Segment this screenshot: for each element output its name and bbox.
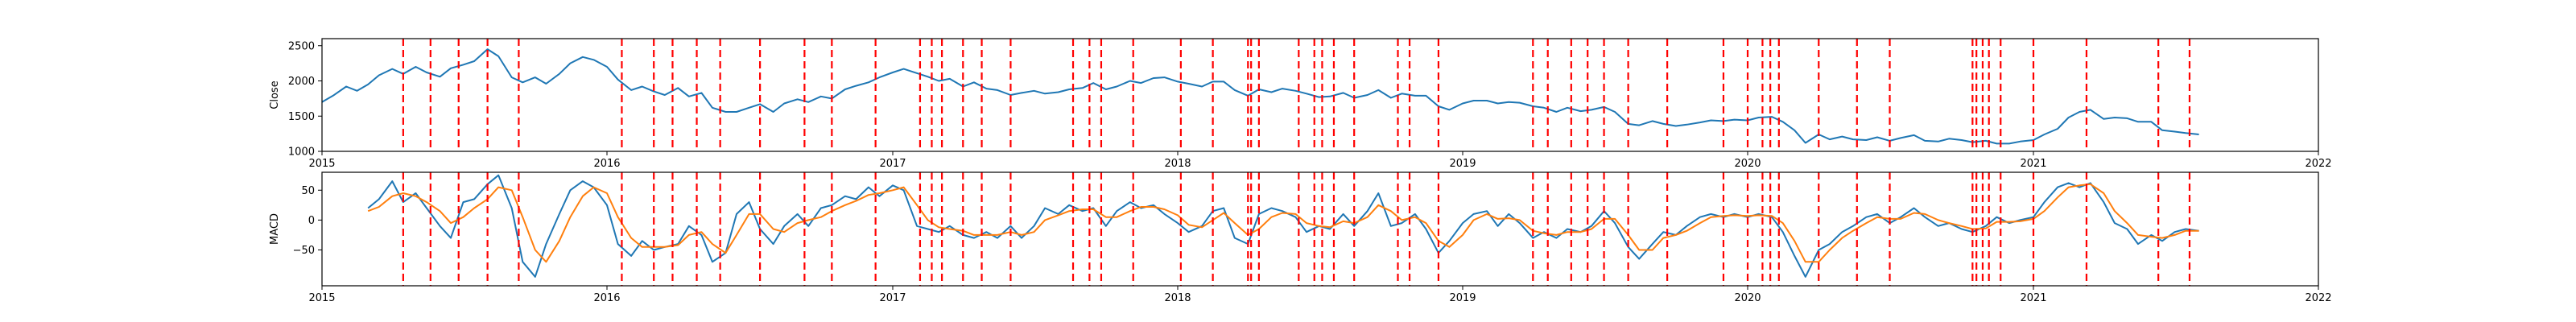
close-y-tick-label-0: 1000 xyxy=(288,147,315,159)
macd-panel: 2015 2016 2017 2018 2019 2020 2021 2022 −50 0 50 MA… xyxy=(269,171,2332,304)
close-x-tick-label-5: 2020 xyxy=(1734,158,1761,170)
close-x-tick-label-4: 2019 xyxy=(1449,158,1476,170)
close-axes-frame xyxy=(321,38,2319,152)
macd-x-tick-label-3: 2018 xyxy=(1164,292,1191,304)
close-y-tick-label-2: 2000 xyxy=(288,76,315,88)
macd-x-tick-label-0: 2015 xyxy=(308,292,335,304)
macd-y-tick-label-2: 50 xyxy=(301,185,315,197)
macd-series-line-1 xyxy=(367,183,2199,263)
macd-x-tick-label-2: 2017 xyxy=(879,292,906,304)
close-y-tick-label-1: 1500 xyxy=(288,111,315,123)
close-x-tick-label-2: 2017 xyxy=(879,158,906,170)
macd-y-axis-label: MACD xyxy=(269,213,281,245)
close-x-tick-label-0: 2015 xyxy=(308,158,335,170)
close-y-axis-label: Close xyxy=(269,80,281,109)
macd-x-tick-label-1: 2016 xyxy=(593,292,620,304)
macd-x-tick-label-7: 2022 xyxy=(2305,292,2331,304)
macd-x-tick-label-6: 2021 xyxy=(2020,292,2046,304)
macd-x-tick-label-4: 2019 xyxy=(1449,292,1476,304)
macd-y-tick-label-1: 0 xyxy=(308,215,315,227)
macd-axes-frame xyxy=(321,171,2319,287)
close-x-tick-label-3: 2018 xyxy=(1164,158,1191,170)
macd-y-tick-label-0: −50 xyxy=(293,245,315,257)
close-x-tick-label-6: 2021 xyxy=(2020,158,2046,170)
close-price-panel: 2015 2016 2017 2018 2019 2020 2021 2022 1000 1500… xyxy=(269,38,2332,170)
close-x-tick-label-7: 2022 xyxy=(2305,158,2331,170)
macd-x-tick-label-5: 2020 xyxy=(1734,292,1761,304)
close-x-tick-label-1: 2016 xyxy=(593,158,620,170)
close-y-tick-label-3: 2500 xyxy=(288,40,315,52)
